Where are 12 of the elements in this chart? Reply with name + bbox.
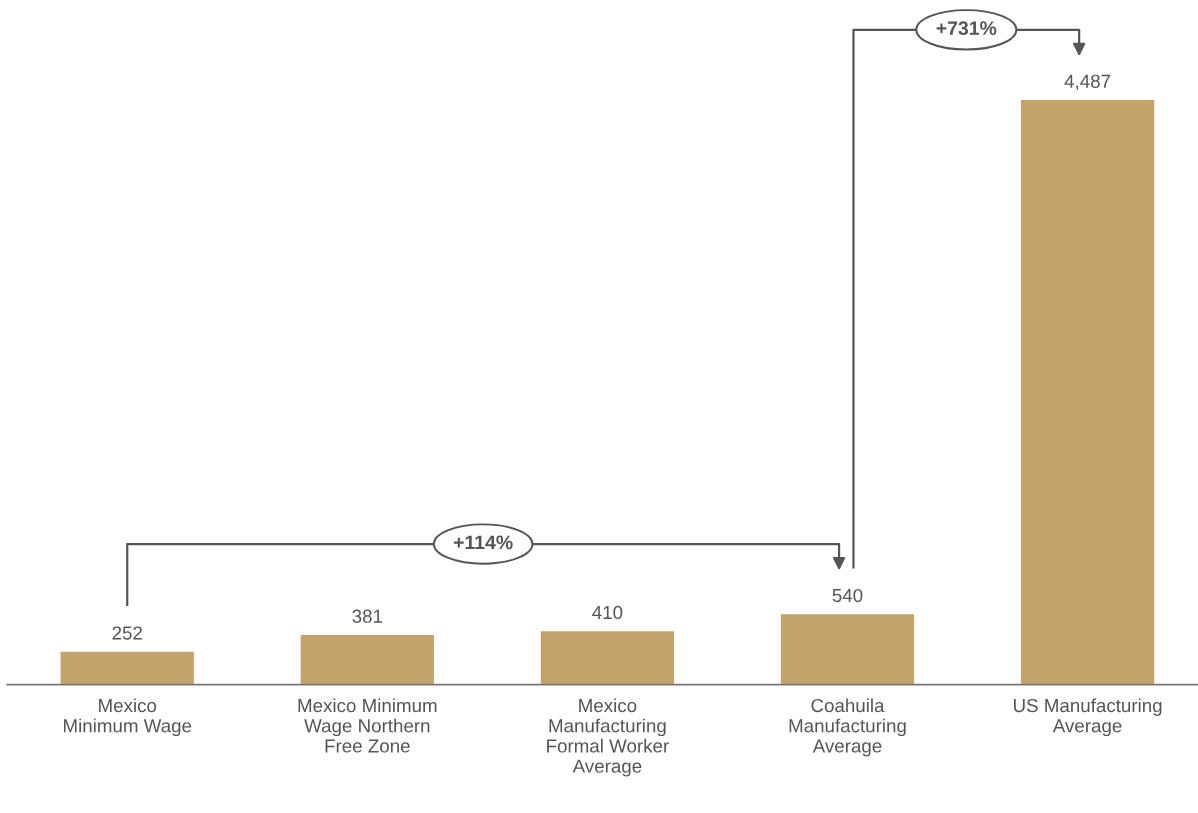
x-tick-label: Mexico Minimum Wage (64, 698, 192, 737)
data-label: 4,487 (1064, 74, 1111, 91)
annotation: +114% (453, 535, 513, 550)
text: +731% (936, 21, 997, 36)
x-tick-label: US Manufacturing Average (1013, 698, 1162, 737)
x-tick-label: Mexico Minimum Wage Northern Free Zone (298, 698, 437, 753)
data-label: 540 (832, 588, 863, 603)
data-label: 410 (592, 605, 623, 620)
x-tick-label: Mexico Manufacturing Formal Worker Average (547, 698, 669, 777)
data-label: 252 (112, 626, 142, 640)
x-tick-label: Coahuila Manufacturing Average (789, 698, 906, 757)
data-label: 381 (352, 609, 383, 623)
